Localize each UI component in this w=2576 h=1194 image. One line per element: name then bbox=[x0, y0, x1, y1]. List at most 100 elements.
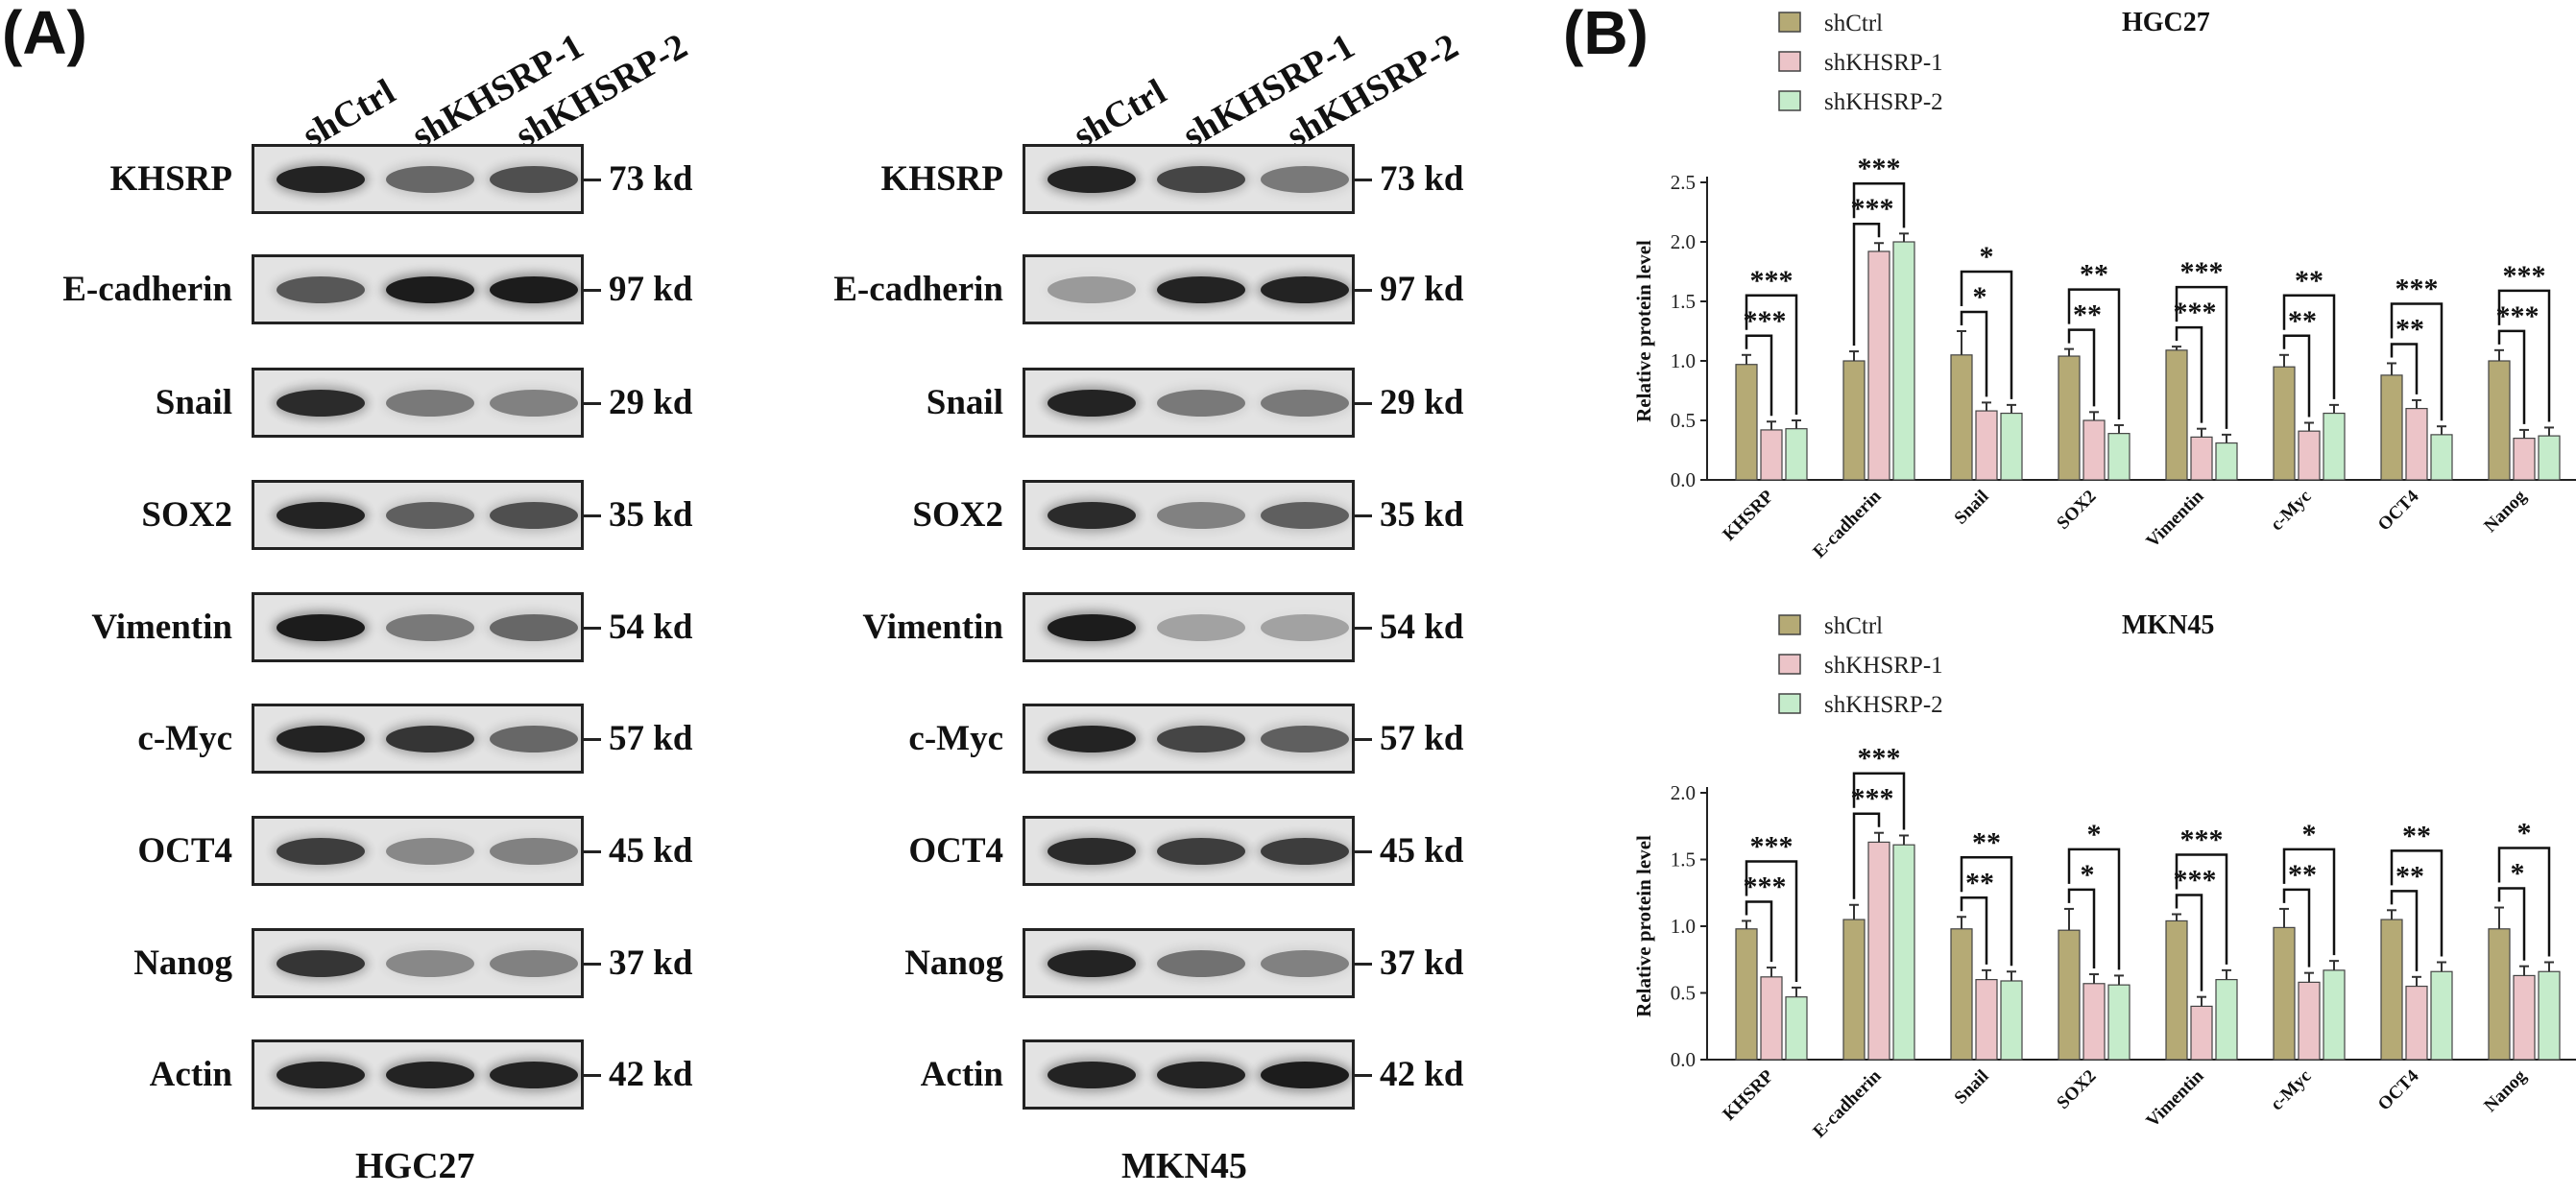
blot-row bbox=[252, 928, 584, 998]
blot-row bbox=[252, 368, 584, 438]
protein-label: Actin bbox=[149, 1054, 232, 1094]
bar bbox=[1785, 996, 1808, 1061]
significance-bracket bbox=[2497, 847, 2551, 957]
bar bbox=[2082, 419, 2106, 481]
molecular-weight-label: 73 kd bbox=[1380, 158, 1464, 199]
significance-label: *** bbox=[2174, 297, 2217, 328]
significance-label: * bbox=[2302, 819, 2317, 850]
y-axis-title: Relative protein level bbox=[1632, 835, 1655, 1017]
legend-label: shCtrl bbox=[1824, 11, 1883, 36]
marker-tick bbox=[584, 178, 601, 181]
molecular-weight-label: 97 kd bbox=[609, 269, 693, 309]
bar bbox=[2405, 985, 2428, 1061]
protein-band bbox=[277, 389, 366, 417]
protein-band bbox=[489, 1061, 578, 1088]
protein-band bbox=[277, 613, 366, 641]
significance-label: *** bbox=[2180, 256, 2224, 288]
marker-tick bbox=[584, 288, 601, 292]
molecular-weight-label: 45 kd bbox=[1380, 830, 1464, 871]
bar bbox=[2190, 1005, 2213, 1061]
bar bbox=[1867, 251, 1890, 481]
significance-label: ** bbox=[1965, 867, 1994, 898]
protein-band bbox=[1047, 1061, 1137, 1088]
bar bbox=[2513, 974, 2536, 1061]
protein-band bbox=[1157, 275, 1246, 303]
significance-label: * bbox=[2081, 859, 2095, 891]
chart-title: MKN45 bbox=[2122, 610, 2214, 640]
y-tick-label: 0.5 bbox=[1671, 982, 1696, 1005]
molecular-weight-label: 97 kd bbox=[1380, 269, 1464, 309]
legend-swatch bbox=[1778, 654, 1801, 675]
significance-label: * bbox=[1973, 281, 1987, 313]
molecular-weight-label: 37 kd bbox=[609, 943, 693, 983]
molecular-weight-label: 54 kd bbox=[609, 607, 693, 647]
legend-swatch bbox=[1778, 51, 1801, 72]
protein-band bbox=[489, 725, 578, 752]
blot-row bbox=[1023, 704, 1355, 774]
protein-band bbox=[277, 165, 366, 193]
bar bbox=[2323, 969, 2346, 1061]
molecular-weight-label: 35 kd bbox=[1380, 494, 1464, 535]
protein-band bbox=[1047, 165, 1137, 193]
legend-swatch bbox=[1778, 693, 1801, 714]
bar bbox=[2215, 442, 2238, 481]
protein-band bbox=[386, 501, 475, 529]
protein-band bbox=[386, 275, 475, 303]
bar bbox=[2215, 978, 2238, 1061]
marker-tick bbox=[584, 401, 601, 405]
protein-label: E-cadherin bbox=[62, 269, 232, 309]
significance-label: *** bbox=[2503, 260, 2546, 292]
y-tick-label: 1.0 bbox=[1671, 915, 1696, 938]
blot-row bbox=[252, 1039, 584, 1110]
protein-band bbox=[277, 1061, 366, 1088]
significance-bracket bbox=[2282, 888, 2311, 967]
protein-band bbox=[386, 949, 475, 977]
significance-bracket bbox=[2175, 853, 2228, 965]
bar bbox=[1892, 241, 1915, 481]
bar bbox=[1842, 360, 1866, 481]
protein-label: SOX2 bbox=[141, 494, 232, 535]
marker-tick bbox=[1355, 288, 1372, 292]
protein-band bbox=[386, 613, 475, 641]
bar bbox=[2538, 970, 2561, 1061]
significance-bracket bbox=[1745, 860, 1798, 982]
protein-band bbox=[1157, 837, 1246, 865]
legend-swatch bbox=[1778, 12, 1801, 33]
protein-label: Nanog bbox=[133, 943, 232, 983]
significance-label: *** bbox=[2496, 300, 2540, 332]
blot-row bbox=[1023, 144, 1355, 214]
bar bbox=[1950, 354, 1973, 481]
protein-band bbox=[1047, 613, 1137, 641]
significance-bracket bbox=[1960, 310, 1988, 397]
significance-bracket bbox=[1960, 856, 2013, 967]
molecular-weight-label: 29 kd bbox=[1380, 382, 1464, 422]
molecular-weight-label: 35 kd bbox=[609, 494, 693, 535]
significance-bracket bbox=[1745, 294, 1798, 415]
significance-label: ** bbox=[2395, 313, 2424, 345]
marker-tick bbox=[584, 737, 601, 741]
protein-band bbox=[277, 275, 366, 303]
protein-band bbox=[277, 725, 366, 752]
bar bbox=[2165, 349, 2188, 481]
bar bbox=[2298, 430, 2321, 481]
significance-bracket bbox=[2067, 888, 2096, 969]
bar bbox=[2000, 980, 2023, 1061]
molecular-weight-label: 42 kd bbox=[609, 1054, 693, 1094]
protein-band bbox=[1157, 165, 1246, 193]
bar bbox=[1975, 978, 1998, 1061]
protein-band bbox=[489, 275, 578, 303]
blot-row bbox=[1023, 254, 1355, 324]
significance-bracket bbox=[2390, 849, 2444, 957]
bar bbox=[2430, 970, 2453, 1061]
protein-band bbox=[386, 725, 475, 752]
x-tick-label: Snail bbox=[1951, 487, 1993, 529]
x-tick-label: SOX2 bbox=[2053, 1066, 2100, 1113]
significance-bracket bbox=[2175, 894, 2203, 991]
significance-bracket bbox=[2282, 848, 2336, 956]
bar bbox=[1760, 429, 1783, 481]
significance-label: * bbox=[2511, 858, 2525, 890]
bar bbox=[2273, 366, 2296, 481]
bar bbox=[2405, 408, 2428, 481]
